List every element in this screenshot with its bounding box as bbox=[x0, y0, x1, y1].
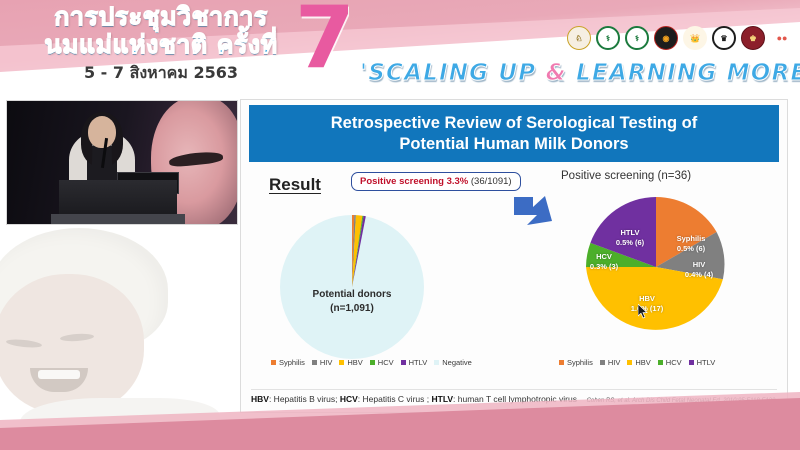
logo-medical-council-green: ⚕ bbox=[625, 26, 649, 50]
legend-swatch-negative bbox=[434, 360, 440, 365]
legend-label-hbv: HBV bbox=[347, 358, 363, 367]
slice-htlv bbox=[590, 197, 656, 267]
mouse-cursor bbox=[637, 303, 649, 319]
legend-swatch-htlv bbox=[688, 360, 694, 365]
conference-date: 5 - 7 สิงหาคม 2563 bbox=[83, 62, 239, 82]
legend-item-negative: Negative bbox=[434, 358, 472, 367]
abbr-htlv: HTLV bbox=[431, 394, 454, 404]
legend-swatch-syphilis bbox=[271, 360, 276, 365]
potential-donors-legend: Syphilis HIV HBV HCV HTLV Negative bbox=[271, 358, 472, 367]
legend-label-hiv: HIV bbox=[607, 358, 621, 367]
positive-screening-legend: Syphilis HIV HBV HCV HTLV bbox=[559, 358, 715, 367]
logo-garuda-crest: 👑 bbox=[683, 26, 707, 50]
positive-screening-callout: Positive screening 3.3% (36/1091) bbox=[351, 172, 521, 191]
abbr-hbv: HBV bbox=[251, 394, 269, 404]
legend-label-syphilis: Syphilis bbox=[567, 358, 593, 367]
sponsor-logos-row: ♘ ⚕ ⚕ ◉ 👑 ♛ ♚ ●● bbox=[567, 26, 794, 50]
slide-title-line1: Retrospective Review of Serological Test… bbox=[330, 113, 698, 132]
podium-base bbox=[51, 214, 185, 224]
legend-label-hiv: HIV bbox=[319, 358, 333, 367]
slide-title: Retrospective Review of Serological Test… bbox=[249, 105, 779, 162]
conference-title-line1: การประชุมวิชาการ bbox=[54, 2, 268, 31]
logo-maroon-emblem: ♚ bbox=[741, 26, 765, 50]
legend-swatch-hbv bbox=[339, 360, 345, 365]
legend-swatch-hcv bbox=[657, 360, 663, 365]
slice-hbv bbox=[586, 267, 723, 330]
slice-hcv bbox=[586, 242, 656, 267]
legend-item-syphilis: Syphilis bbox=[271, 358, 305, 367]
down-right-arrow-icon bbox=[511, 193, 555, 237]
positive-screening-pie-svg bbox=[586, 197, 725, 330]
legend-item-hbv: HBV bbox=[339, 358, 363, 367]
speaker-head bbox=[88, 116, 116, 148]
abbr-htlv-meaning: : human T cell lymphotropic virus bbox=[453, 394, 577, 404]
positive-screening-title: Positive screening (n=36) bbox=[561, 170, 692, 182]
abbr-hcv: HCV bbox=[339, 394, 358, 404]
legend-item-hiv: HIV bbox=[599, 358, 621, 367]
legend-label-negative: Negative bbox=[442, 358, 472, 367]
abbr-hcv-meaning: : Hepatitis C virus ; bbox=[357, 394, 430, 404]
legend-label-hcv: HCV bbox=[665, 358, 682, 367]
abbreviation-list: HBV: Hepatitis B virus; HCV: Hepatitis C… bbox=[251, 394, 577, 404]
legend-swatch-hbv bbox=[627, 360, 633, 365]
slice-hiv bbox=[656, 232, 725, 280]
legend-item-hcv: HCV bbox=[657, 358, 682, 367]
slide-title-line2: Potential Human Milk Donors bbox=[399, 134, 629, 153]
slice-htlv bbox=[352, 215, 366, 287]
legend-item-hcv: HCV bbox=[369, 358, 394, 367]
slice-syphilis bbox=[656, 197, 717, 267]
legend-item-syphilis: Syphilis bbox=[559, 358, 593, 367]
conference-title-line2: นมแม่แห่งชาติ ครั้งที่ bbox=[44, 30, 278, 60]
slice-syphilis bbox=[352, 215, 355, 287]
legend-item-hbv: HBV bbox=[627, 358, 651, 367]
slogan-ampersand: & bbox=[545, 60, 567, 87]
legend-item-htlv: HTLV bbox=[688, 358, 716, 367]
legend-swatch-hcv bbox=[369, 360, 375, 365]
logo-red-emblem: ◉ bbox=[654, 26, 678, 50]
positive-screening-chart-group: Positive screening (n=36) Syphilis 0.5% … bbox=[559, 170, 785, 380]
legend-label-hcv: HCV bbox=[377, 358, 394, 367]
result-heading: Result bbox=[269, 175, 321, 194]
potential-donors-pie-svg bbox=[280, 215, 424, 359]
legend-label-hbv: HBV bbox=[635, 358, 651, 367]
legend-swatch-syphilis bbox=[559, 360, 564, 365]
legend-label-htlv: HTLV bbox=[408, 358, 428, 367]
slogan-part2: LEARNING MORE' bbox=[566, 60, 800, 87]
legend-swatch-hiv bbox=[311, 360, 317, 365]
logo-ministry-health-green: ⚕ bbox=[596, 26, 620, 50]
abbr-hbv-meaning: : Hepatitis B virus; bbox=[268, 394, 338, 404]
baby-photo-watermark bbox=[0, 222, 238, 434]
logo-thaihealth-sss: ●● bbox=[770, 26, 794, 50]
positive-screening-pie-chart: Syphilis 0.5% (6) HIV 0.4% (4) HBV 1.6% … bbox=[581, 192, 731, 342]
legend-item-hiv: HIV bbox=[311, 358, 333, 367]
legend-label-syphilis: Syphilis bbox=[279, 358, 305, 367]
slice-hcv bbox=[352, 215, 364, 287]
conference-edition-number: 7 bbox=[295, 0, 355, 88]
logo-royal-seal: ♘ bbox=[567, 26, 591, 50]
presentation-slide: Retrospective Review of Serological Test… bbox=[240, 99, 788, 413]
slice-hiv bbox=[352, 215, 356, 287]
legend-swatch-hiv bbox=[599, 360, 605, 365]
legend-item-htlv: HTLV bbox=[400, 358, 428, 367]
legend-label-htlv: HTLV bbox=[696, 358, 716, 367]
potential-donors-pie-chart: Potential donors (n=1,091) bbox=[267, 202, 437, 372]
callout-fraction: (36/1091) bbox=[470, 176, 512, 187]
legend-swatch-htlv bbox=[400, 360, 406, 365]
callout-percent: Positive screening 3.3% bbox=[360, 176, 469, 187]
slice-hbv bbox=[352, 215, 363, 287]
slogan-part1: 'SCALING UP bbox=[360, 60, 546, 87]
speaker-video-panel[interactable] bbox=[6, 100, 238, 225]
conference-slogan: 'SCALING UP & LEARNING MORE' bbox=[360, 60, 800, 87]
baby-teeth bbox=[38, 370, 80, 379]
conference-title-thai: การประชุมวิชาการ นมแม่แห่งชาติ ครั้งที่ … bbox=[16, 2, 306, 82]
logo-black-emblem: ♛ bbox=[712, 26, 736, 50]
